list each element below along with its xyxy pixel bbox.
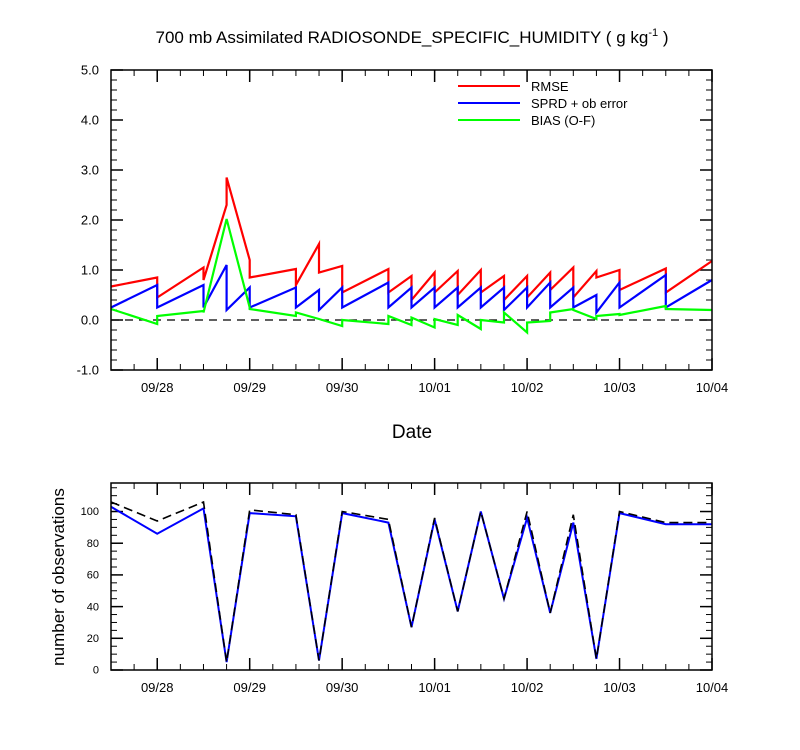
y-tick-label: 80 bbox=[87, 538, 99, 550]
chart-title: 700 mb Assimilated RADIOSONDE_SPECIFIC_H… bbox=[156, 27, 669, 47]
y-tick-label: 100 bbox=[81, 506, 99, 518]
series-possible-line bbox=[110, 500, 712, 663]
legend-label: SPRD + ob error bbox=[531, 96, 628, 111]
plot-frame bbox=[110, 69, 713, 371]
x-tick-label: 09/28 bbox=[141, 380, 174, 395]
bottom-panel: 09/28 09/29 09/30 10/01 10/02 10/03 10/04 0 20 40… bbox=[49, 482, 729, 695]
series-sprd-ob-error-line bbox=[110, 264, 713, 316]
x-tick-label: 09/30 bbox=[326, 680, 359, 695]
legend: RMSE SPRD + ob error BIAS (O-F) bbox=[458, 79, 628, 128]
x-tick-label: 09/30 bbox=[326, 380, 359, 395]
x-tick-label: 09/29 bbox=[233, 380, 266, 395]
y-tick-label: 60 bbox=[87, 570, 99, 582]
chart-title-tail: ) bbox=[658, 28, 668, 47]
x-tick-label: 10/02 bbox=[511, 680, 544, 695]
x-tick-label: 10/04 bbox=[696, 680, 729, 695]
y-tick-label: 40 bbox=[87, 601, 99, 613]
x-tick-label: 10/02 bbox=[511, 380, 544, 395]
y-tick-label: 4.0 bbox=[81, 112, 99, 127]
legend-label: BIAS (O-F) bbox=[531, 113, 595, 128]
y-tick-label: 0 bbox=[93, 665, 99, 677]
chart-title-main: 700 mb Assimilated RADIOSONDE_SPECIFIC_H… bbox=[156, 28, 649, 47]
y-tick-label: 2.0 bbox=[81, 212, 99, 227]
y-tick-label: 0.0 bbox=[81, 312, 99, 327]
legend-label: RMSE bbox=[531, 79, 569, 94]
y-tick-label: -1.0 bbox=[77, 362, 99, 377]
y-tick-label: 5.0 bbox=[81, 62, 99, 77]
y-tick-label: 1.0 bbox=[81, 262, 99, 277]
x-axis-label: Date bbox=[392, 422, 432, 443]
chart-title-superscript: -1 bbox=[648, 27, 658, 39]
top-panel: 09/28 09/29 09/30 10/01 10/02 10/03 10/04 -1.0 0… bbox=[77, 62, 729, 443]
series-used-line bbox=[110, 505, 712, 663]
y-axis-label: number of observations bbox=[49, 488, 68, 666]
series-bias-o-f-line bbox=[110, 218, 713, 335]
x-tick-label: 10/01 bbox=[418, 680, 451, 695]
x-tick-label: 10/03 bbox=[603, 680, 636, 695]
x-tick-label: 10/03 bbox=[603, 380, 636, 395]
y-tick-label: 3.0 bbox=[81, 162, 99, 177]
y-tick-label: 20 bbox=[87, 633, 99, 645]
x-tick-label: 09/28 bbox=[141, 680, 174, 695]
x-tick-label: 10/01 bbox=[418, 380, 451, 395]
x-tick-label: 10/04 bbox=[696, 380, 729, 395]
series-rmse-line bbox=[110, 177, 713, 304]
x-tick-label: 09/29 bbox=[233, 680, 266, 695]
plot-frame bbox=[110, 482, 713, 671]
